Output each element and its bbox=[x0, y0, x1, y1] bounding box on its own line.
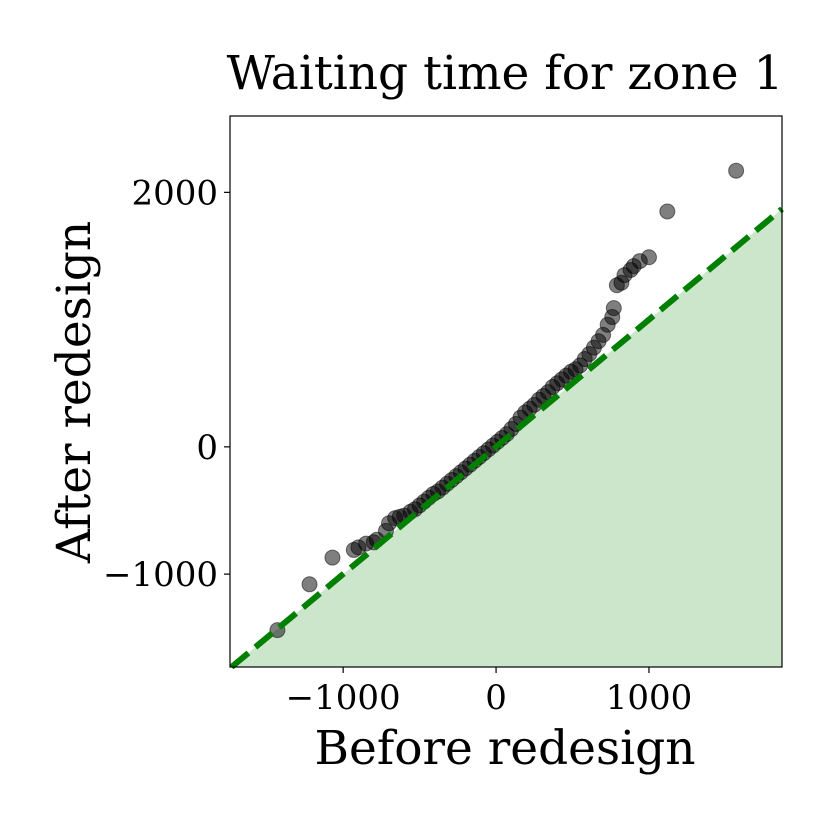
y-tick-label: 2000 bbox=[131, 173, 218, 213]
x-axis-label: Before redesign bbox=[315, 721, 696, 776]
x-axis: −1000 0 1000 bbox=[286, 667, 693, 718]
data-point bbox=[640, 249, 657, 266]
x-tick-label: 1000 bbox=[606, 678, 693, 718]
data-point bbox=[605, 300, 622, 317]
plot-area bbox=[229, 115, 784, 670]
y-axis-label: After redesign bbox=[47, 221, 102, 564]
chart-title: Waiting time for zone 1 bbox=[227, 46, 784, 101]
plot-frame bbox=[229, 115, 783, 668]
data-point bbox=[659, 203, 676, 220]
y-tick-label: −1000 bbox=[103, 555, 218, 595]
data-point bbox=[324, 549, 341, 566]
y-axis: −1000 0 2000 bbox=[103, 173, 230, 595]
data-point bbox=[301, 576, 318, 593]
x-tick-label: 0 bbox=[485, 678, 507, 718]
x-tick-label: −1000 bbox=[286, 678, 401, 718]
data-point bbox=[728, 162, 745, 179]
reference-line bbox=[229, 206, 784, 670]
y-tick-label: 0 bbox=[196, 428, 218, 468]
